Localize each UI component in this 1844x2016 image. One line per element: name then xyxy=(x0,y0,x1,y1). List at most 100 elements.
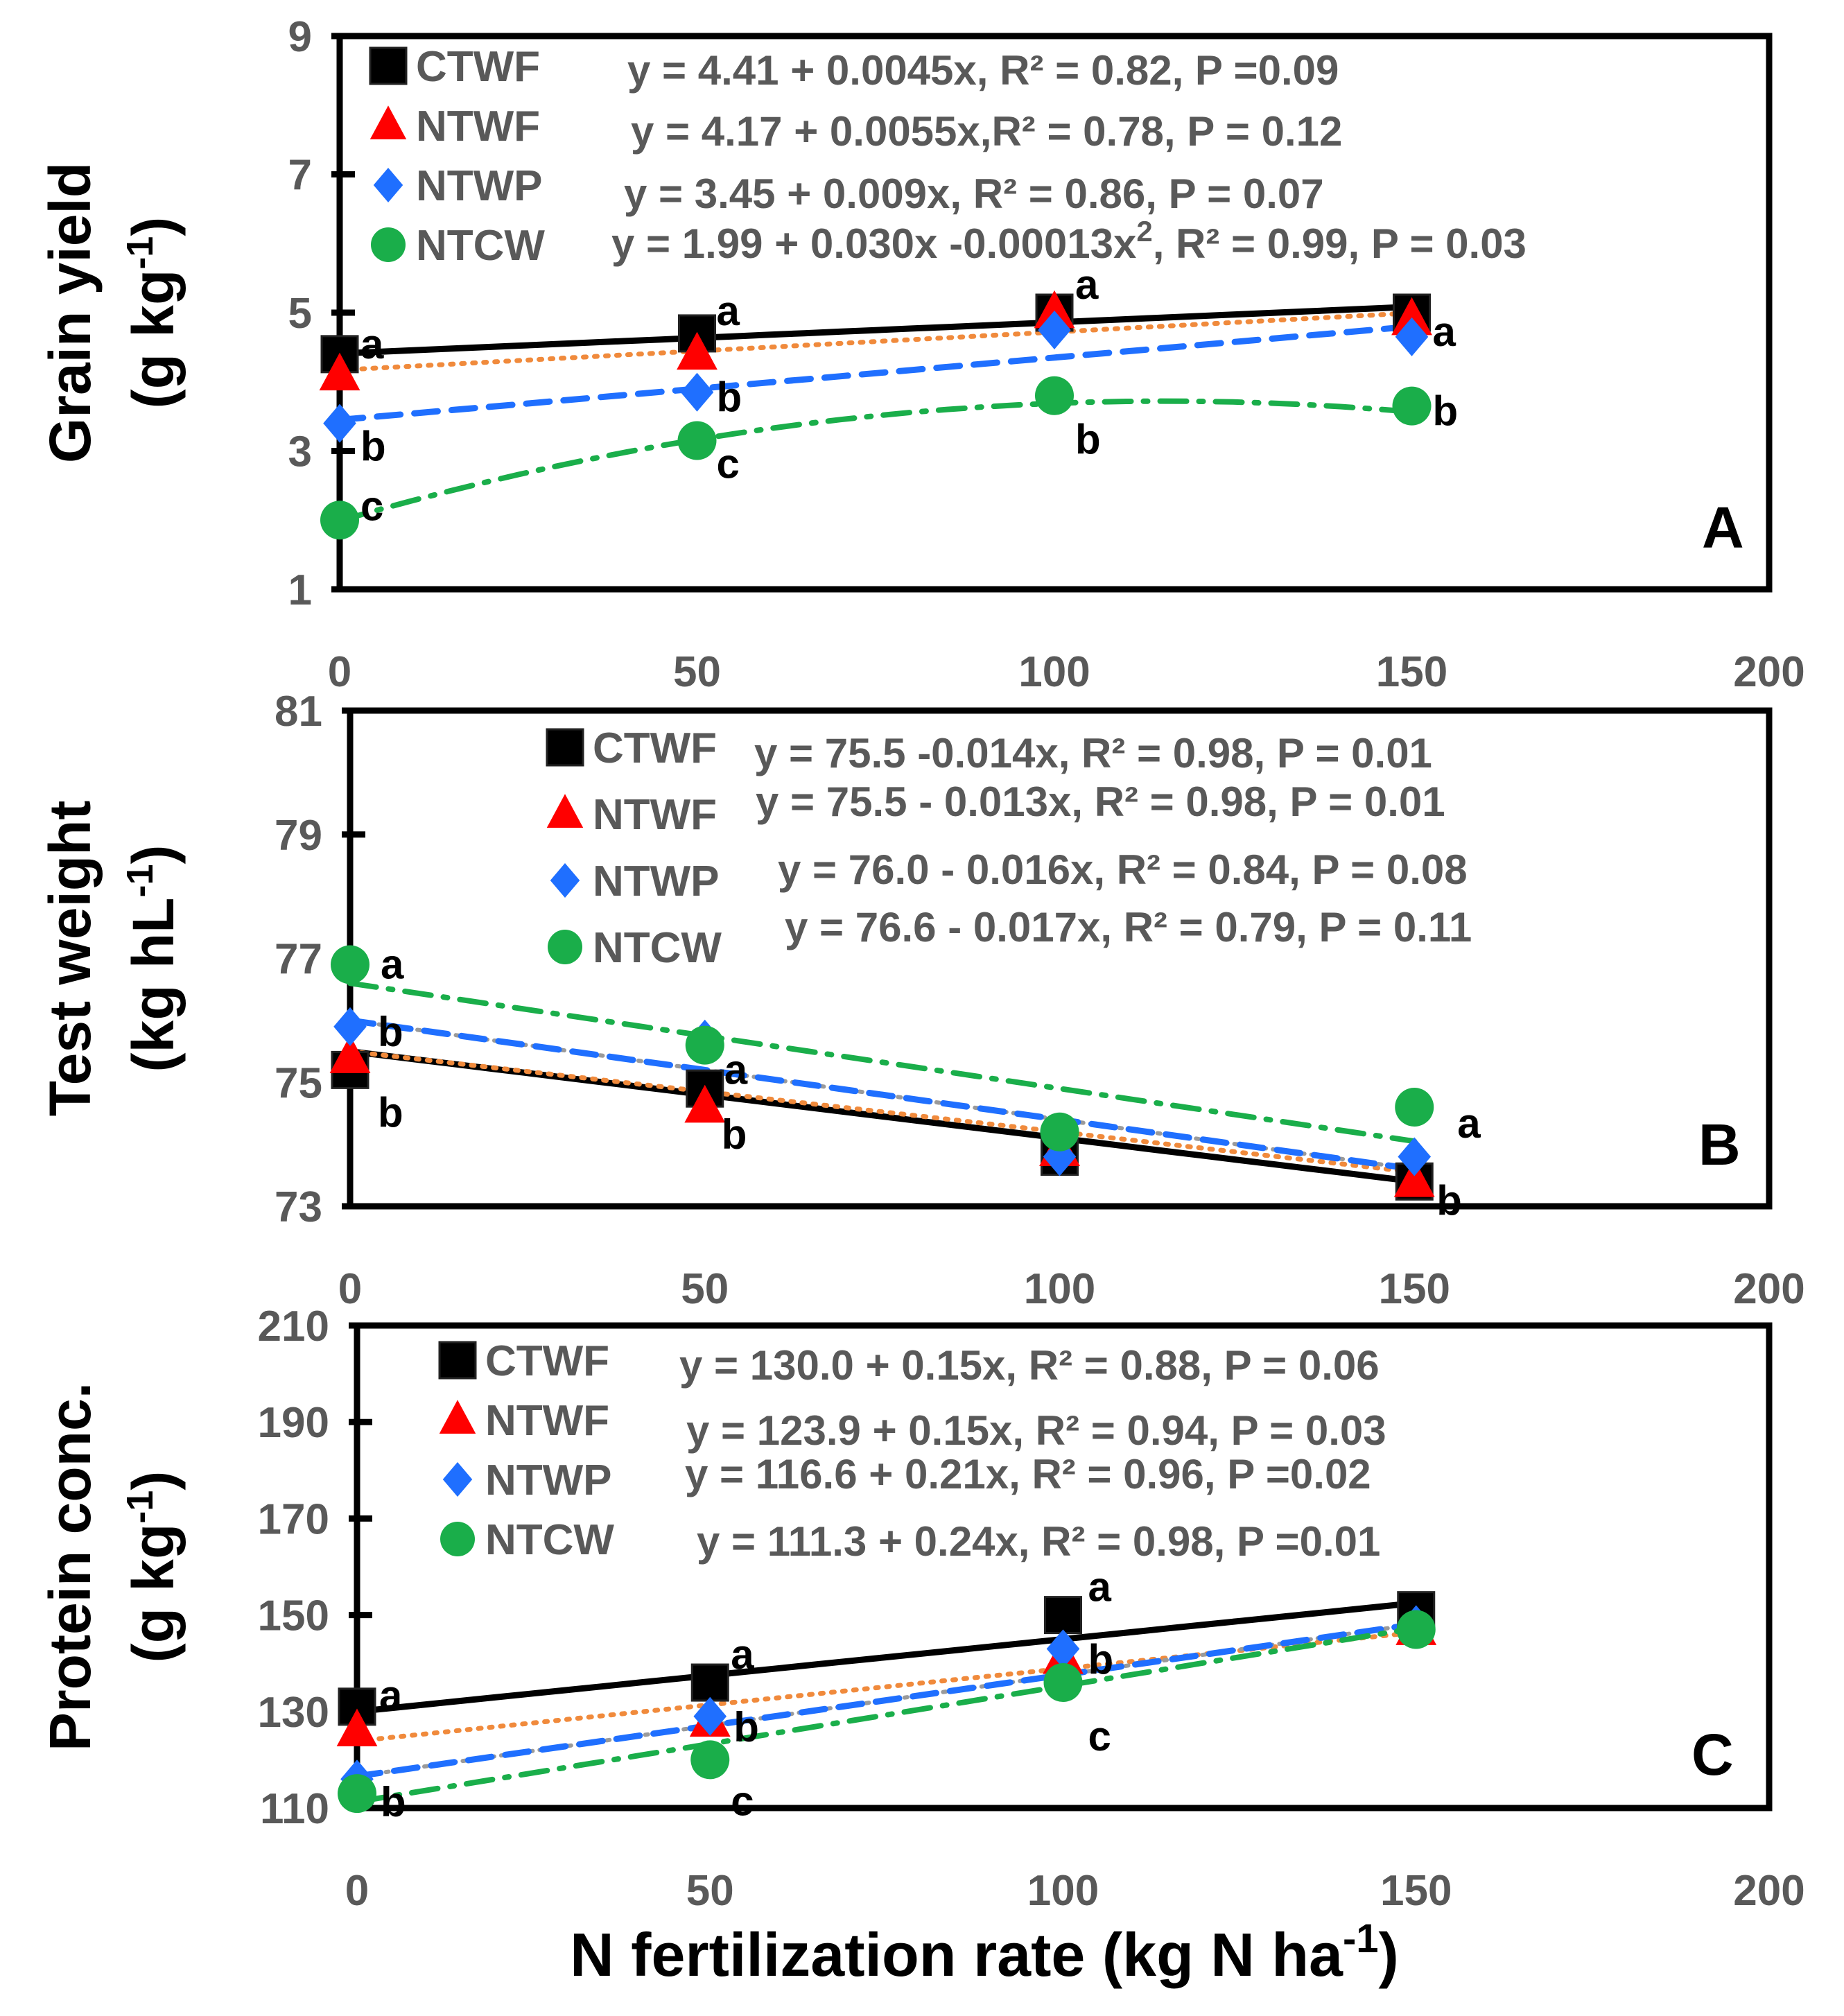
significance-letter: a xyxy=(731,1631,754,1678)
data-point-ntcw xyxy=(1043,1663,1083,1703)
x-tick-label: 150 xyxy=(1376,648,1447,696)
series-ntcw xyxy=(320,376,1432,540)
data-point-ntwf xyxy=(1391,297,1432,336)
fit-line-ctwf xyxy=(336,304,1415,357)
regression-equation-ntcw: y = 111.3 + 0.24x, R² = 0.98, P =0.01 xyxy=(697,1518,1380,1565)
data-point-ntcw xyxy=(685,1025,724,1065)
y-tick-label: 210 xyxy=(258,1303,329,1350)
data-point-ctwf xyxy=(1044,1596,1082,1635)
regression-equation-ntcw: y = 76.6 - 0.017x, R² = 0.79, P = 0.11 xyxy=(785,904,1472,950)
legend-label-ctwf: CTWF xyxy=(485,1337,609,1385)
y-axis-title-line1: Grain yield xyxy=(37,162,103,463)
y-axis-title: Grain yield (g kg-1) xyxy=(37,162,186,463)
legend-marker-ntwf xyxy=(369,105,407,139)
fit-line-ntwp xyxy=(347,1017,1418,1172)
data-point-ntwp xyxy=(333,1007,367,1046)
legend-label-ctwf: CTWF xyxy=(593,724,717,772)
data-point-ntcw xyxy=(1040,1112,1079,1152)
x-tick-label: 200 xyxy=(1733,648,1804,696)
legend-marker-ntwp xyxy=(442,1462,473,1497)
series-ntwf xyxy=(319,290,1432,391)
regression-equation-ntwp: y = 76.0 - 0.016x, R² = 0.84, P = 0.08 xyxy=(778,846,1468,893)
y-tick-label: 110 xyxy=(260,1785,329,1833)
data-point-ntcw xyxy=(320,501,359,540)
fit-line-ctwf xyxy=(354,1599,1420,1715)
legend-marker-ctwf xyxy=(546,728,584,767)
data-point-ntcw xyxy=(1395,1088,1434,1127)
data-point-ntwp xyxy=(1398,1137,1432,1176)
data-point-ntcw xyxy=(1392,386,1432,426)
panel-letter: C xyxy=(1691,1722,1734,1787)
panel-a-grain-yield: 1 3 5 7 9 0 50 100 150 200 Grain yield (g kg-1) a a a a… xyxy=(37,13,1805,696)
y-tick-label: 190 xyxy=(258,1399,329,1447)
legend-marker-ntwp xyxy=(550,863,580,898)
legend-label-ntwf: NTWF xyxy=(593,791,717,839)
data-point-ntcw xyxy=(677,421,717,460)
series-ntwp xyxy=(323,310,1429,443)
significance-letter: a xyxy=(379,1672,403,1719)
legend-label-ntwp: NTWP xyxy=(593,858,720,905)
x-tick-label: 200 xyxy=(1733,1265,1804,1313)
panel-letter: A xyxy=(1702,495,1744,560)
y-axis-title-unit: (g kg-1) xyxy=(119,1471,186,1663)
significance-letter: b xyxy=(381,1779,406,1825)
significance-letter: a xyxy=(1433,309,1456,355)
data-point-ctwf xyxy=(690,1663,729,1702)
fit-line-ntwf xyxy=(337,311,1414,373)
legend-label-ntcw: NTCW xyxy=(485,1516,614,1564)
significance-letter: c xyxy=(717,441,740,487)
plot-frame xyxy=(354,1322,1773,1811)
legend-marker-ntwf xyxy=(439,1400,476,1434)
regression-equation-ctwf: y = 4.41 + 0.0045x, R² = 0.82, P =0.09 xyxy=(627,47,1339,94)
significance-letter: a xyxy=(717,288,740,334)
data-point-ntwf xyxy=(319,352,360,391)
data-point-ntwf xyxy=(684,1084,726,1123)
legend-label-ntwp: NTWP xyxy=(416,162,543,210)
y-tick-label: 3 xyxy=(288,428,312,476)
data-point-ntwp xyxy=(1038,310,1071,349)
legend-label-ctwf: CTWF xyxy=(416,43,540,91)
regression-equation-ntcw: y = 1.99 + 0.030x -0.00013x2, R² = 0.99,… xyxy=(611,215,1526,267)
regression-equation-ntwp: y = 116.6 + 0.21x, R² = 0.96, P =0.02 xyxy=(685,1451,1371,1497)
data-point-ntwp xyxy=(1046,1629,1080,1669)
y-tick-label: 5 xyxy=(288,290,312,338)
fit-line-ntwp xyxy=(336,323,1415,424)
significance-letter: b xyxy=(1433,388,1459,435)
y-axis-title-unit: (kg hL-1) xyxy=(119,845,186,1072)
x-axis-title-text: N fertilization rate (kg N ha-1) xyxy=(570,1916,1399,1989)
fit-line-ntcw xyxy=(354,1625,1419,1805)
x-tick-label: 0 xyxy=(338,1265,362,1313)
data-point-ntcw xyxy=(1396,1610,1436,1649)
regression-equation-ctwf: y = 75.5 -0.014x, R² = 0.98, P = 0.01 xyxy=(754,730,1432,776)
y-axis-title-unit: (g kg-1) xyxy=(119,217,186,409)
y-tick-label: 7 xyxy=(288,152,312,200)
x-tick-label: 200 xyxy=(1733,1867,1804,1915)
data-point-ntcw xyxy=(338,1774,376,1814)
panel-letter: B xyxy=(1698,1112,1741,1177)
series-ctwf xyxy=(331,1050,1434,1201)
significance-letter: c xyxy=(1088,1713,1111,1759)
y-tick-label: 75 xyxy=(275,1059,322,1107)
x-tick-label: 150 xyxy=(1379,1265,1450,1313)
data-point-ntwf xyxy=(677,331,717,370)
data-point-ntwp xyxy=(693,1696,727,1736)
significance-letter: a xyxy=(381,941,404,987)
y-tick-label: 1 xyxy=(288,566,312,614)
regression-equation-ntwp: y = 3.45 + 0.009x, R² = 0.86, P = 0.07 xyxy=(624,171,1324,217)
data-point-ntcw xyxy=(690,1740,730,1780)
regression-equation-ntwf: y = 123.9 + 0.15x, R² = 0.94, P = 0.03 xyxy=(686,1407,1386,1454)
legend-marker-ntcw xyxy=(440,1522,475,1556)
data-point-ntwp xyxy=(1395,317,1429,356)
y-tick-label: 81 xyxy=(275,688,322,736)
x-tick-label: 50 xyxy=(686,1867,734,1915)
significance-letter: b xyxy=(1088,1636,1114,1683)
significance-letter: b xyxy=(1436,1177,1462,1224)
x-tick-label: 0 xyxy=(328,648,351,696)
y-tick-label: 73 xyxy=(275,1183,322,1231)
y-axis-title-line1: Test weight xyxy=(37,801,103,1117)
legend-marker-ntwf xyxy=(546,794,584,828)
legend-marker-ntwp xyxy=(373,168,403,202)
data-point-ntwf xyxy=(336,1708,378,1747)
y-tick-label: 130 xyxy=(258,1689,329,1737)
